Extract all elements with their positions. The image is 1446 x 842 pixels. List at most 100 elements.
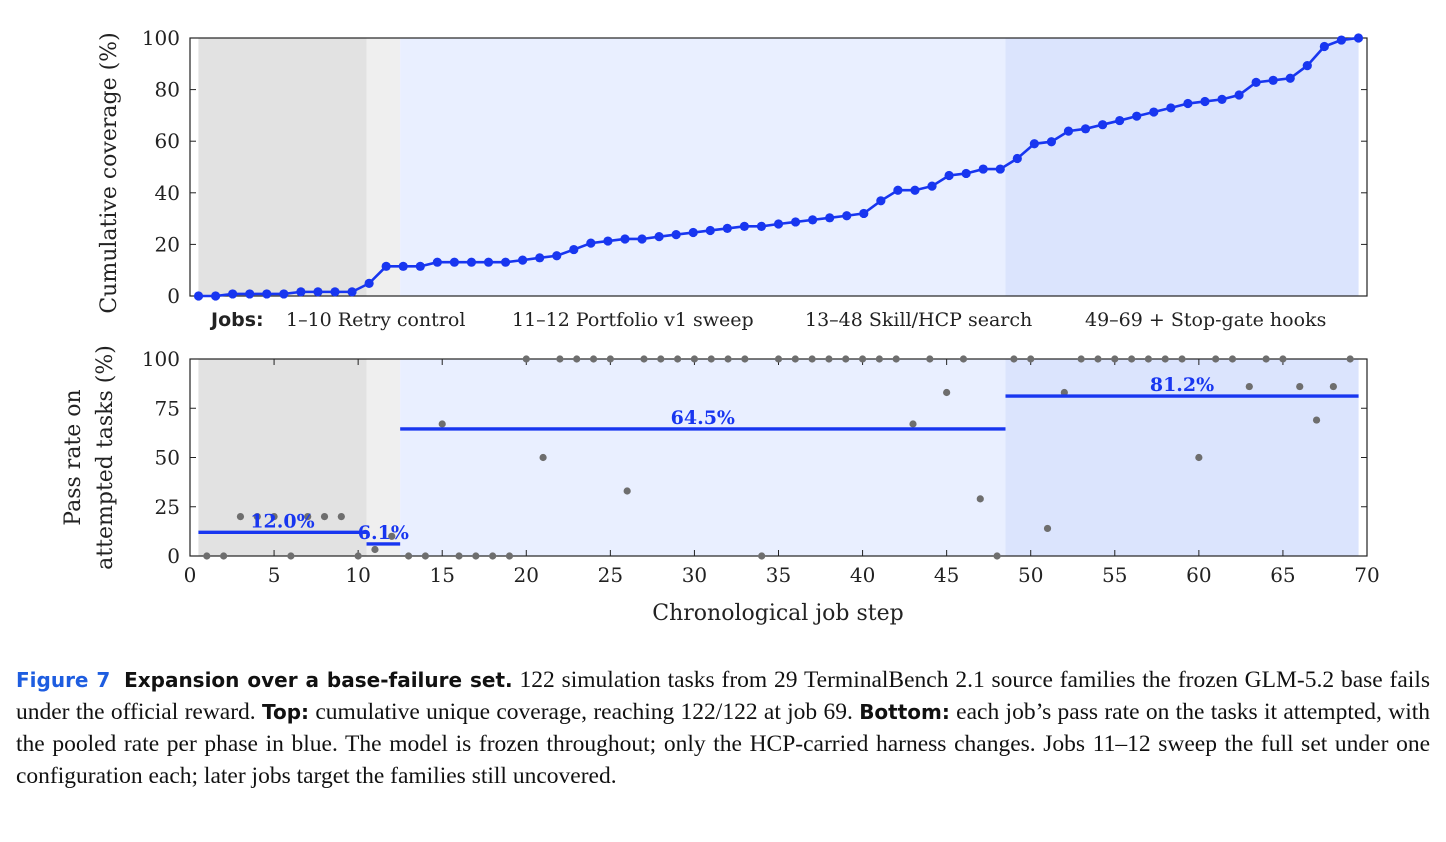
bottom-phase-backgrounds [198,359,1359,556]
coverage-point [739,221,749,231]
top-plot-frame [189,37,1368,297]
bottom-x-tick-label: 50 [1018,563,1043,587]
phase-label-4: 49–69 + Stop-gate hooks [1085,309,1326,331]
top-y-tick-label: 40 [155,181,180,205]
pass-rate-point [1060,388,1068,397]
bottom-x-tick-label: 65 [1270,563,1295,587]
pass-rate-point [1279,355,1287,363]
pass-rate-point [1312,416,1321,424]
coverage-point [483,257,494,267]
pass-rate-point [926,355,934,363]
coverage-point [603,236,613,246]
coverage-point [1319,41,1329,52]
pass-rate-point [320,513,329,521]
pooled-label-3: 64.5% [671,407,735,429]
pass-rate-points [203,355,1354,560]
pass-rate-point [589,355,598,363]
coverage-point [1200,96,1210,107]
coverage-point [1149,107,1159,117]
coverage-point [347,287,357,297]
caption-text-1: 122 simulation tasks from 29 TerminalBen… [16,667,1431,725]
pass-rate-point [1195,453,1203,462]
coverage-point [1268,75,1278,85]
coverage-point [893,185,903,195]
bottom-x-tick-label: 0 [184,563,197,587]
bottom-x-tick-label: 55 [1102,563,1127,587]
top-phase-band-2 [366,38,401,296]
pass-rate-point [489,552,497,560]
pass-rate-point [1346,355,1354,363]
coverage-point [995,164,1005,174]
pass-rate-point [1128,355,1136,363]
coverage-point [1012,153,1022,164]
pass-rate-point [1178,355,1186,363]
caption-bottom-label: Bottom: [859,700,950,724]
coverage-point [773,219,784,229]
bottom-x-tick-label: 45 [934,563,959,587]
coverage-point [1166,103,1176,113]
coverage-point [330,287,340,297]
top-y-tick-label: 20 [155,232,180,256]
pooled-rate-lines: 12.0% 6.1% 64.5% 81.2% [198,374,1359,546]
coverage-point [722,223,732,234]
coverage-point [927,181,937,191]
pass-rate-point [556,355,564,363]
pass-rate-point [707,355,715,363]
pass-rate-point [438,420,446,428]
bottom-x-tick-label: 35 [766,563,791,587]
pass-rate-point [1094,355,1102,363]
coverage-point [790,217,801,227]
coverage-point [1251,77,1261,87]
bottom-phase-band-3 [400,359,1006,556]
pass-rate-point [270,513,278,521]
coverage-point [1098,120,1108,130]
pass-rate-point [1043,524,1052,533]
coverage-point [1063,126,1074,136]
pass-rate-point [304,513,312,521]
coverage-point [296,287,306,297]
coverage-point [654,232,664,242]
pass-rate-point [522,355,530,363]
coverage-point [518,255,528,265]
coverage-point [637,234,647,244]
pass-rate-point [1077,355,1085,363]
pass-rate-point [421,552,429,560]
pass-rate-point [875,355,883,363]
coverage-point [381,261,391,271]
top-phase-backgrounds [198,38,1359,296]
coverage-point [756,221,767,231]
pass-rate-point [758,552,766,560]
phase-label-3: 13–48 Skill/HCP search [805,309,1032,331]
coverage-point [1115,115,1125,126]
bottom-y-axis-label-line1: Pass rate on [61,389,86,525]
caption-figure-label: Figure 7 [16,668,111,692]
coverage-point [210,291,221,301]
top-y-tick-label: 100 [142,26,180,50]
bottom-x-tick-label: 30 [682,563,707,587]
top-y-tick-label: 60 [155,129,180,153]
bottom-y-tick-label: 0 [167,544,180,568]
coverage-point [432,257,442,267]
coverage-point [228,289,238,299]
coverage-point [552,251,562,261]
pass-rate-point [1262,355,1270,363]
caption-title: Expansion over a base-failure set. [124,668,513,692]
coverage-point [1302,61,1312,71]
caption-text-3: each job’s pass rate on the tasks it att… [16,699,1431,789]
coverage-point [279,289,289,299]
coverage-point [859,208,869,219]
coverage-point [688,227,698,238]
coverage-point [500,257,511,267]
coverage-point [1217,94,1227,105]
coverage-point [978,164,988,174]
coverage-point [398,261,408,271]
pass-rate-point [1161,355,1169,363]
pass-rate-point [253,513,261,521]
pass-rate-point [1228,355,1237,363]
pass-rate-point [1010,355,1018,363]
pass-rate-point [791,355,799,363]
coverage-point [1183,98,1193,109]
pass-rate-point [236,513,245,521]
